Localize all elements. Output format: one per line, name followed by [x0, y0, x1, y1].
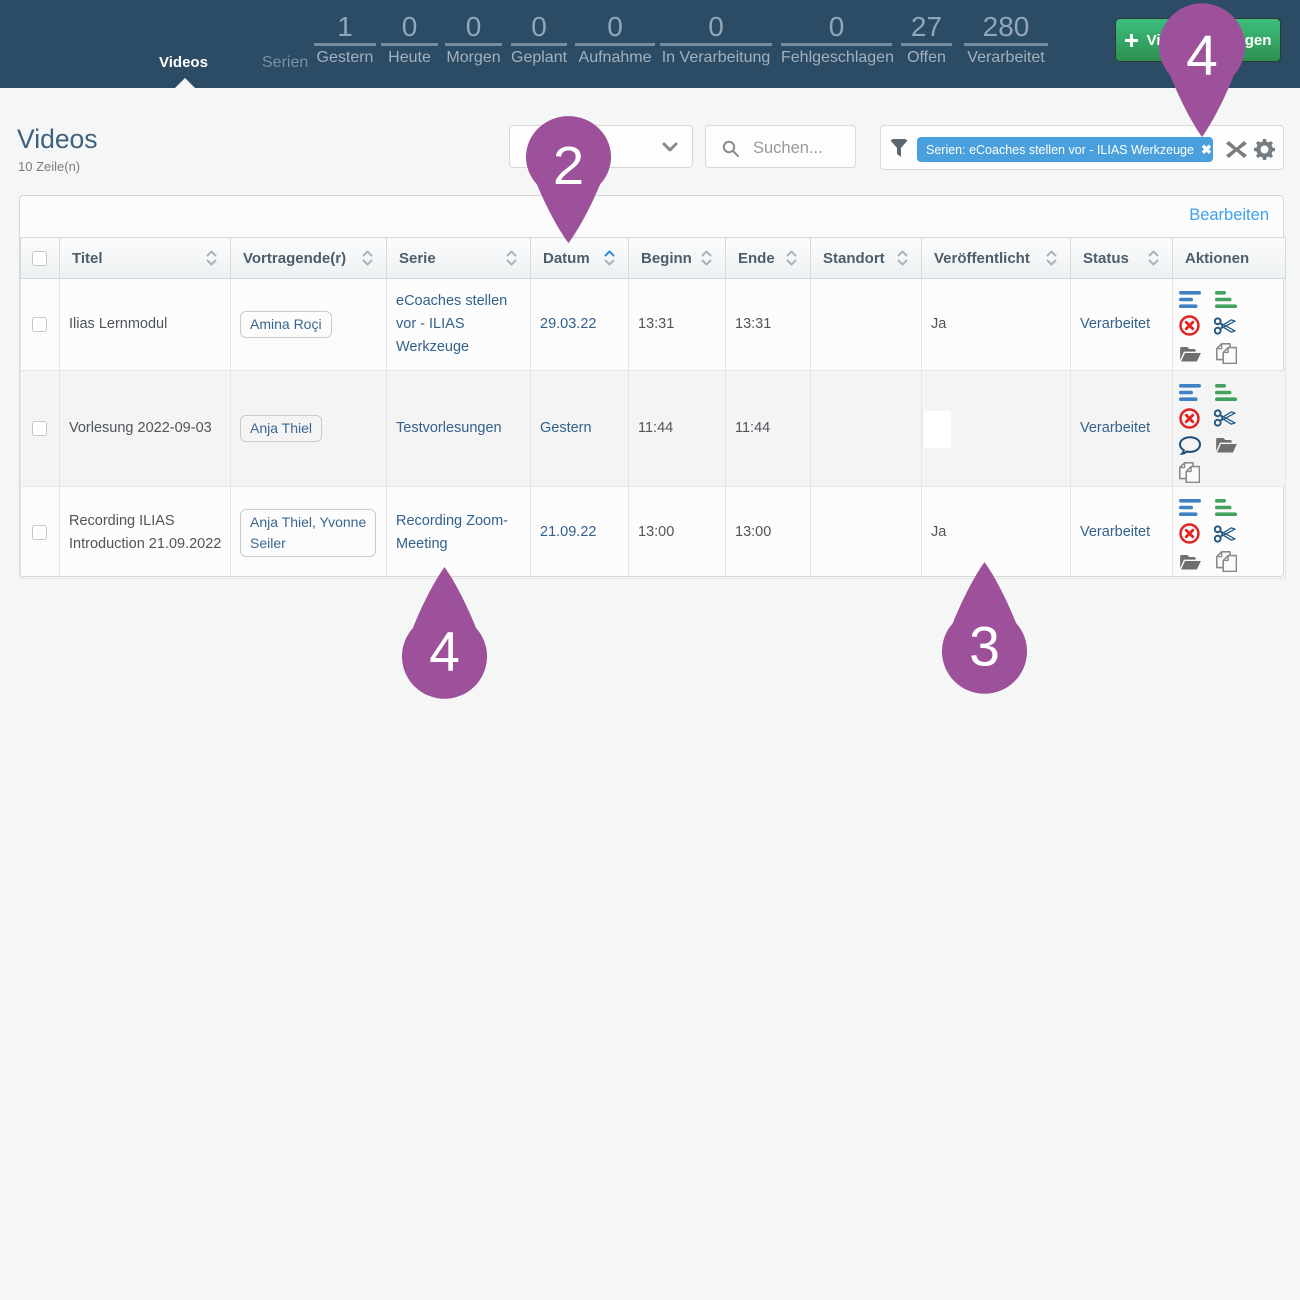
svg-text:3: 3: [969, 616, 1000, 678]
svg-text:2: 2: [553, 135, 584, 196]
svg-text:4: 4: [1186, 24, 1218, 88]
svg-text:4: 4: [429, 621, 460, 683]
